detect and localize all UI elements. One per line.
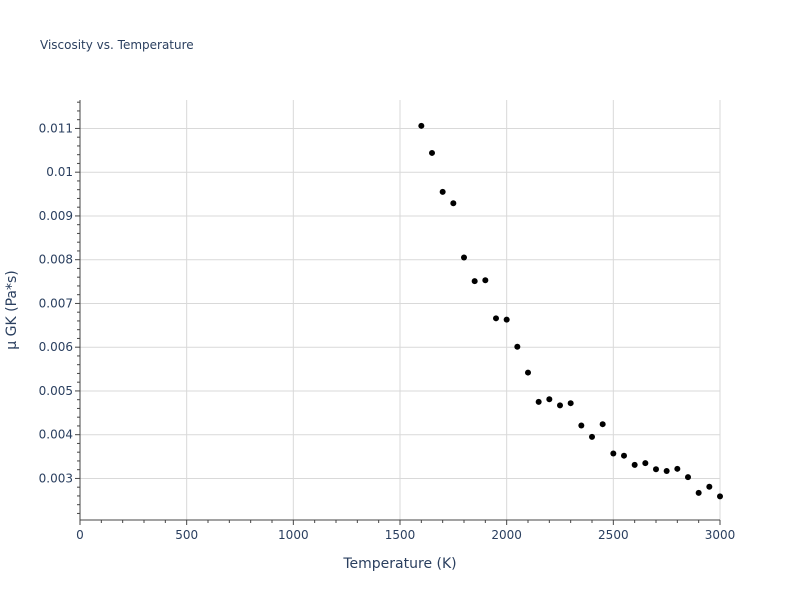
data-point (685, 474, 691, 481)
y-tick-label: 0.004 (39, 428, 73, 442)
y-tick-label: 0.005 (39, 384, 73, 398)
data-point (482, 277, 489, 284)
y-tick-label: 0.006 (39, 340, 73, 354)
data-point (578, 422, 585, 429)
data-point (493, 315, 499, 322)
y-tick-label: 0.009 (39, 209, 73, 223)
y-tick-label: 0.01 (46, 165, 73, 179)
y-tick-label: 0.003 (39, 471, 73, 485)
data-point (717, 493, 723, 500)
data-point (599, 421, 606, 428)
data-point (621, 452, 627, 459)
data-point (439, 188, 446, 195)
data-points (418, 122, 723, 500)
grid-layer (80, 100, 721, 520)
axis-layer: 0 500 1000 1500 2000 2500 3000 0.003 0.004 0.005 0… (39, 100, 736, 542)
data-point (471, 278, 478, 285)
x-tick-label: 3000 (705, 528, 736, 542)
data-point (557, 402, 563, 409)
data-point (663, 468, 670, 474)
x-tick-label: 0 (76, 528, 84, 542)
data-point (429, 149, 435, 156)
y-tick-label: 0.011 (39, 121, 73, 135)
data-point (450, 200, 457, 207)
chart-title: Viscosity vs. Temperature (40, 38, 194, 52)
y-tick-label: 0.008 (39, 253, 73, 267)
data-point (535, 398, 542, 405)
data-point (642, 460, 649, 467)
data-point (418, 122, 425, 129)
y-tick-label: 0.007 (39, 296, 73, 310)
x-tick-label: 1500 (385, 528, 416, 542)
data-point (695, 489, 702, 496)
data-point (567, 400, 574, 407)
y-axis-title: μ GK (Pa*s) (4, 270, 20, 349)
x-axis-title: Temperature (K) (342, 556, 456, 572)
data-point (610, 450, 617, 457)
x-tick-label: 1000 (278, 528, 309, 542)
data-point (503, 316, 510, 323)
x-tick-label: 2500 (598, 528, 629, 542)
x-tick-label: 2000 (491, 528, 522, 542)
data-point (674, 465, 681, 472)
data-point (589, 433, 595, 440)
data-point (546, 396, 553, 403)
data-point (631, 461, 638, 468)
data-point (706, 483, 713, 490)
data-point (514, 343, 521, 350)
data-point (525, 369, 531, 376)
x-tick-label: 500 (175, 528, 198, 542)
data-point (461, 254, 467, 261)
data-point (653, 466, 659, 473)
axis-labels: Temperature (K) μ GK (Pa*s) (4, 270, 457, 572)
